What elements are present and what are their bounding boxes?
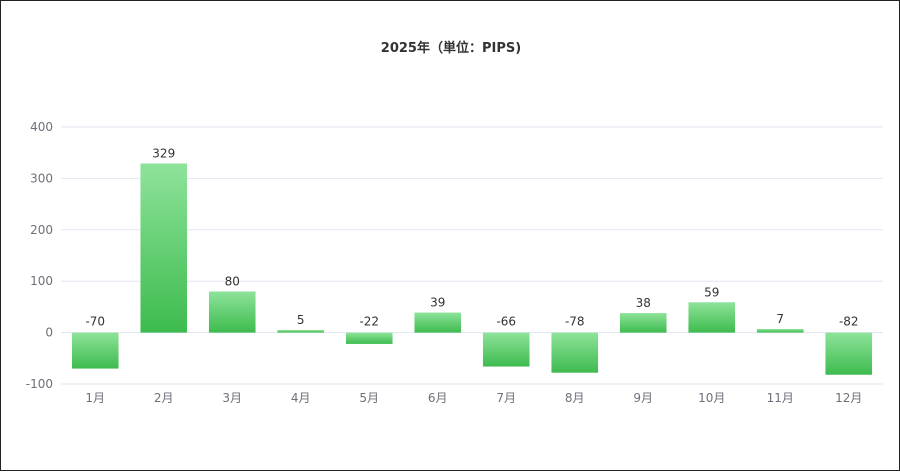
y-tick-label: 100 [30,274,53,288]
y-axis: -100 0 100 200 300 400 [26,120,53,391]
data-label: 59 [704,285,719,299]
data-label: -82 [839,315,859,329]
x-tick-label: 2月 [154,391,174,405]
x-axis: 1月 2月 3月 4月 5月 6月 7月 8月 9月 10月 11月 12月 [85,391,862,405]
data-label: -22 [359,315,379,329]
y-tick-label: 300 [30,171,53,185]
bar [551,332,599,373]
x-tick-label: 1月 [85,391,105,405]
data-label: 5 [297,313,305,327]
data-label: 38 [636,296,651,310]
x-tick-label: 11月 [767,391,794,405]
bar [688,302,736,333]
data-label: -78 [565,315,585,329]
x-tick-label: 3月 [222,391,242,405]
bar [140,163,188,333]
bar [277,330,325,333]
x-tick-label: 9月 [633,391,653,405]
data-label: 329 [152,146,175,160]
y-tick-label: -100 [26,377,53,391]
chart-title: 2025年（単位：PIPS) [380,41,522,56]
y-tick-label: 400 [30,120,53,134]
x-tick-label: 5月 [359,391,379,405]
bar [208,291,256,333]
x-tick-label: 6月 [428,391,448,405]
bar [482,332,530,367]
bar [756,329,804,333]
data-label: 80 [225,274,240,288]
bars [71,163,873,375]
y-tick-label: 200 [30,223,53,237]
bar [345,332,393,344]
data-label: 7 [776,312,784,326]
data-label: 39 [430,296,445,310]
bar [71,332,119,369]
y-tick-label: 0 [45,326,53,340]
data-label: -70 [85,315,105,329]
data-label: -66 [496,315,516,329]
x-tick-label: 10月 [698,391,725,405]
bar [825,332,873,375]
data-labels: -70 329 80 5 -22 39 -66 -78 38 59 7 -82 [85,146,858,328]
bar [414,312,462,333]
grid-lines [61,126,883,385]
x-tick-label: 8月 [565,391,585,405]
x-tick-label: 4月 [291,391,311,405]
x-tick-label: 12月 [835,391,862,405]
x-tick-label: 7月 [496,391,516,405]
bar [619,313,667,333]
